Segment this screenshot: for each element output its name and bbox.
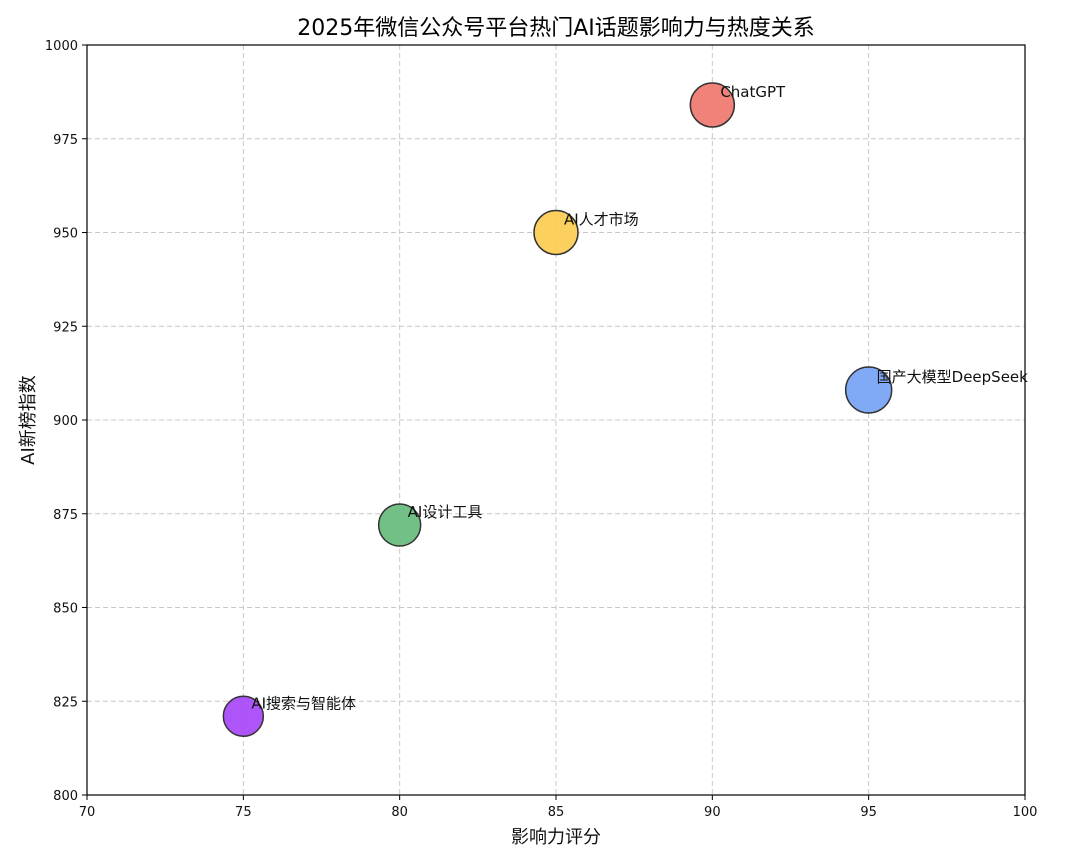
bubble-point [844,366,893,414]
y-tick-label: 925 [53,320,78,335]
bubble-label: AI设计工具 [408,503,483,521]
y-tick-label: 825 [53,695,78,710]
y-tick-label: 875 [53,508,78,523]
x-tick-label: 70 [79,805,96,820]
bubble-point [377,503,422,547]
y-tick-label: 975 [53,133,78,148]
bubble-label: AI人才市场 [564,211,639,229]
bubble-label: 国产大模型DeepSeek [877,368,1029,386]
x-tick-label: 90 [704,805,721,820]
y-tick-label: 850 [53,602,78,617]
bubble-label: ChatGPT [720,83,786,101]
x-tick-label: 85 [548,805,565,820]
x-tick-label: 75 [235,805,252,820]
y-tick-label: 1000 [45,39,78,54]
y-tick-label: 900 [53,414,78,429]
y-axis-label: AI新榜指数 [18,375,39,465]
y-axis-ticks: 800 825 850 875 900 925 950 975 1000 [45,39,87,804]
bubble-point [533,209,579,256]
x-tick-label: 95 [860,805,877,820]
x-axis-label: 影响力评分 [511,827,601,848]
grid-lines [87,45,1025,795]
y-tick-label: 800 [53,789,78,804]
x-tick-label: 80 [391,805,408,820]
chart-title: 2025年微信公众号平台热门AI话题影响力与热度关系 [297,16,815,41]
x-axis-ticks: 70 75 80 85 90 95 100 [79,795,1038,820]
bubble-point [689,82,736,128]
bubble-point [222,695,265,737]
x-tick-label: 100 [1013,805,1038,820]
bubble-label: AI搜索与智能体 [251,694,356,712]
y-tick-label: 950 [53,227,78,242]
